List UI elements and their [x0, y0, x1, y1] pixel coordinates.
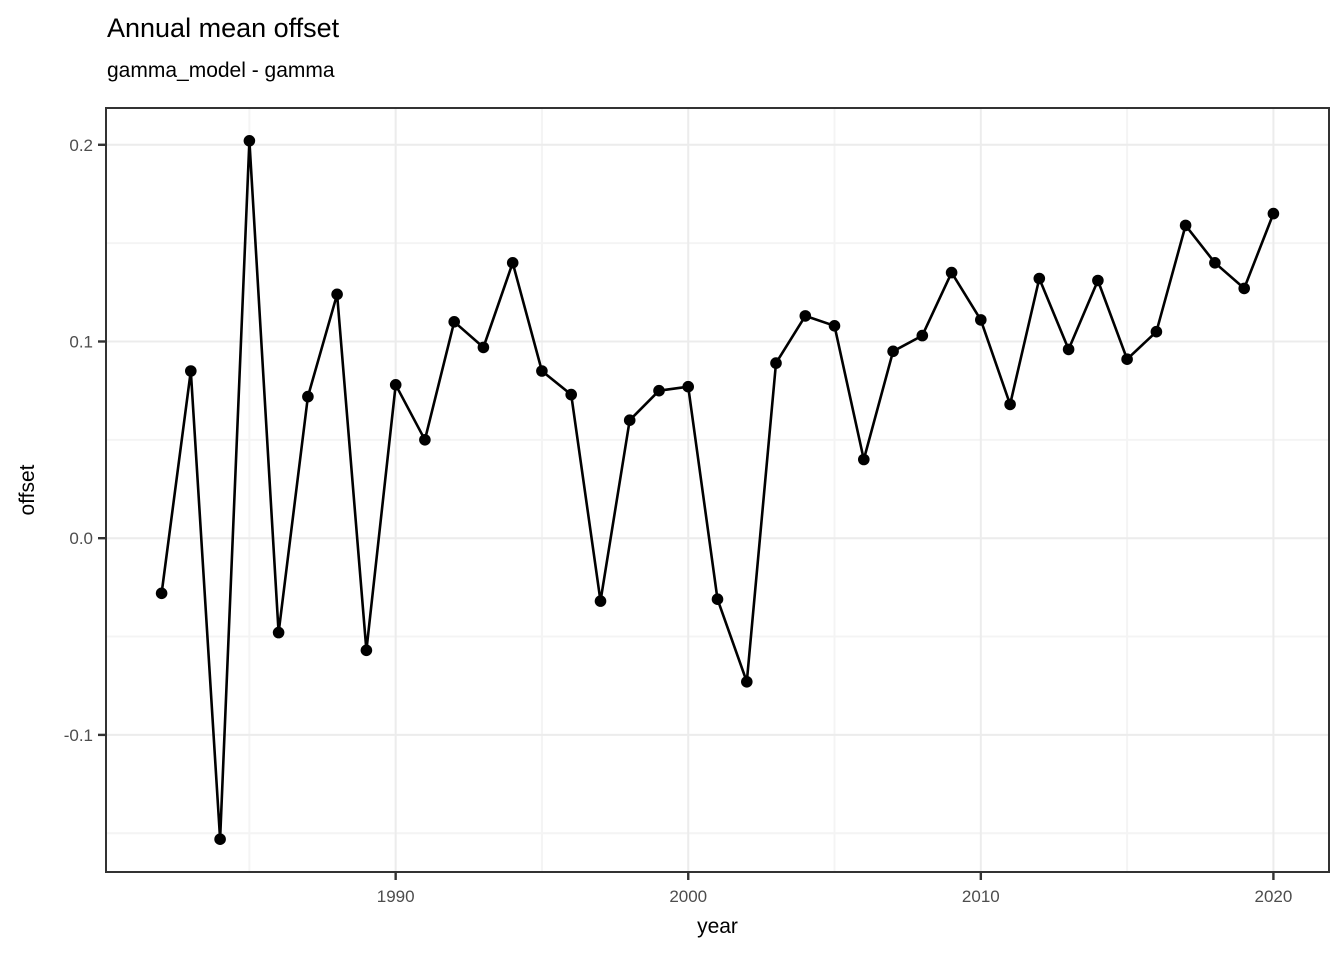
y-axis-title: offset [16, 464, 39, 516]
panel-border [105, 107, 1330, 873]
data-point [536, 365, 548, 377]
data-point [331, 288, 343, 301]
data-point [1121, 353, 1133, 366]
grid-major-lines [106, 108, 1329, 872]
data-point [711, 593, 724, 605]
x-tick-label: 2000 [669, 887, 707, 906]
data-point [623, 414, 636, 427]
y-tick-label: 0.0 [69, 529, 93, 548]
x-tick-label: 2020 [1254, 887, 1292, 906]
data-point [858, 453, 870, 466]
data-point [653, 384, 665, 397]
data-point [887, 345, 899, 358]
x-axis-title: year [697, 915, 738, 938]
data-point [1179, 219, 1192, 232]
data-point [243, 135, 256, 147]
axis-ticks [98, 143, 1275, 880]
data-point [448, 316, 461, 328]
data-point [1033, 272, 1046, 285]
chart-subtitle: gamma_model - gamma [107, 59, 335, 82]
data-point [975, 314, 987, 326]
data-point [916, 329, 929, 342]
data-point [389, 379, 402, 391]
data-point [419, 434, 431, 446]
data-point [185, 365, 197, 377]
grid-minor-lines [106, 108, 1329, 872]
tick-labels: 1990 2000 2010 2020 0.2 0.1 0.0 -0.1 [64, 136, 1293, 906]
data-point [1092, 274, 1104, 287]
data-point [828, 320, 841, 332]
data-point [1150, 325, 1163, 338]
data-point [506, 257, 519, 269]
data-point [302, 390, 314, 403]
data-point [1062, 343, 1075, 356]
data-point [360, 644, 373, 657]
x-tick-label: 1990 [377, 887, 415, 906]
data-point [945, 266, 958, 279]
data-point [682, 380, 694, 393]
data-point [1238, 282, 1250, 295]
chart-title: Annual mean offset [107, 13, 340, 43]
data-point [477, 341, 490, 354]
data-point [565, 388, 577, 401]
y-tick-label: 0.1 [69, 332, 93, 351]
data-point [1209, 257, 1221, 269]
y-tick-label: 0.2 [69, 136, 93, 155]
data-point [272, 626, 285, 639]
data-point [214, 833, 226, 845]
y-tick-label: -0.1 [64, 726, 93, 745]
data-point [594, 595, 607, 607]
data-point [1004, 398, 1016, 411]
data-point [799, 310, 812, 322]
data-points [155, 135, 1280, 845]
data-point [741, 676, 753, 688]
data-point [155, 587, 168, 600]
x-tick-label: 2010 [962, 887, 1000, 906]
data-point [770, 357, 782, 369]
data-point [1267, 207, 1280, 220]
